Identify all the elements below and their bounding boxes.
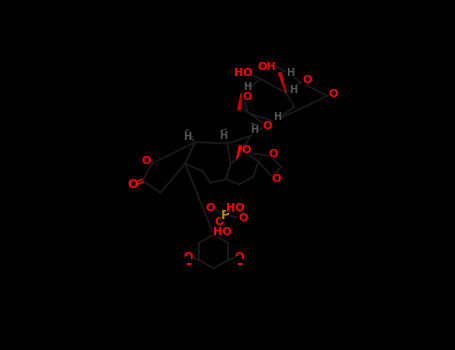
Polygon shape <box>237 146 242 159</box>
Text: H: H <box>289 85 297 95</box>
Text: O: O <box>214 217 223 227</box>
Text: -: - <box>236 256 242 271</box>
Text: O: O <box>302 75 311 85</box>
Text: H: H <box>273 112 282 122</box>
Text: O: O <box>329 89 339 99</box>
Text: O: O <box>263 121 272 131</box>
Text: HO: HO <box>226 203 244 213</box>
Text: H: H <box>243 83 252 92</box>
Text: O: O <box>242 145 251 155</box>
Text: -: - <box>185 256 191 271</box>
Text: O: O <box>238 212 248 223</box>
Text: H: H <box>286 68 294 78</box>
Text: O: O <box>269 149 278 159</box>
Text: P: P <box>221 209 230 222</box>
Text: O: O <box>127 178 138 191</box>
Text: O: O <box>183 252 193 262</box>
Polygon shape <box>278 72 286 93</box>
Text: H: H <box>183 132 192 142</box>
Text: OH: OH <box>258 62 276 72</box>
Text: O: O <box>234 252 244 262</box>
Text: HO: HO <box>212 227 231 237</box>
Text: HO: HO <box>234 68 253 78</box>
Text: H: H <box>250 125 258 135</box>
Text: O: O <box>206 203 215 212</box>
Text: O: O <box>243 92 252 103</box>
Polygon shape <box>238 93 241 110</box>
Text: O: O <box>141 156 151 166</box>
Text: O: O <box>271 174 281 184</box>
Text: H: H <box>219 131 228 141</box>
